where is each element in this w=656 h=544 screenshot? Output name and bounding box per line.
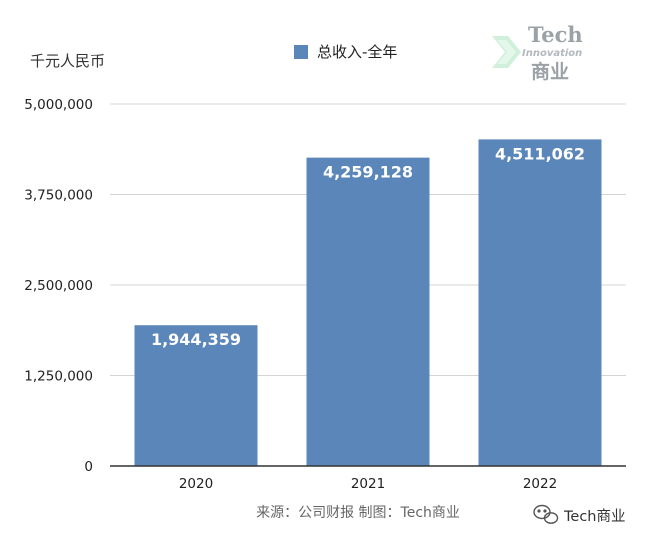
legend-swatch — [294, 45, 308, 59]
y-axis-unit-label: 千元人民币 — [30, 52, 105, 70]
x-tick-label-2022: 2022 — [523, 476, 557, 492]
x-tick-label-2020: 2020 — [179, 476, 213, 492]
wechat-account-name: Tech商业 — [563, 508, 625, 525]
y-tick-label: 3,750,000 — [24, 188, 93, 204]
bar-2020 — [134, 325, 258, 466]
data-label-2021: 4,259,128 — [323, 163, 413, 182]
watermark-logo: Tech Innovation 商业 — [492, 22, 583, 83]
x-tick-label-2021: 2021 — [351, 476, 385, 492]
watermark-line3: 商业 — [531, 60, 569, 83]
y-tick-label: 2,500,000 — [24, 278, 93, 294]
y-tick-label: 1,250,000 — [24, 369, 93, 385]
legend: 总收入-全年 — [294, 43, 397, 61]
wechat-icon — [533, 504, 559, 524]
data-label-2020: 1,944,359 — [151, 330, 241, 349]
y-axis-tick-labels: 0 1,250,000 2,500,000 3,750,000 5,000,000 — [24, 97, 93, 475]
wechat-badge: Tech商业 — [533, 504, 625, 525]
watermark-arrow-icon — [492, 36, 521, 68]
legend-label: 总收入-全年 — [317, 43, 397, 61]
watermark-line1: Tech — [528, 22, 583, 47]
bar-2021 — [306, 157, 430, 466]
bar-data-labels: 1,944,359 4,259,128 4,511,062 — [151, 144, 585, 349]
x-axis-category-labels: 2020 2021 2022 — [179, 476, 557, 492]
source-note: 来源：公司财报 制图：Tech商业 — [256, 505, 460, 521]
y-tick-label: 0 — [84, 459, 93, 475]
y-tick-label: 5,000,000 — [24, 97, 93, 113]
watermark-line2: Innovation — [522, 48, 582, 59]
bar-2022 — [478, 139, 602, 466]
data-label-2022: 4,511,062 — [495, 144, 585, 163]
bars — [134, 139, 602, 466]
